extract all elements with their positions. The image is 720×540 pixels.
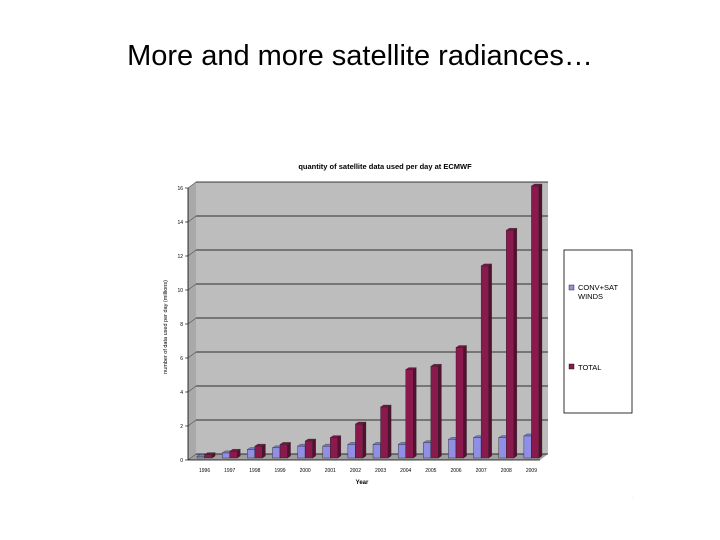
x-tick-label: 2000 [300, 468, 311, 474]
bar-front [297, 445, 306, 459]
y-tick-label: 0 [180, 458, 183, 464]
y-tick-label: 16 [177, 186, 183, 192]
y-gridline-depth [187, 419, 197, 427]
bar-front [380, 406, 389, 459]
slide-title: More and more satellite radiances… [127, 40, 593, 72]
bar-front [247, 449, 256, 459]
bar-front [455, 347, 464, 459]
y-tick-label: 14 [177, 220, 183, 226]
x-tick-label: 2002 [350, 468, 361, 474]
bar-front [196, 456, 205, 459]
x-tick-label: 2005 [425, 468, 436, 474]
bar-front [397, 444, 406, 459]
bar-front [423, 442, 432, 459]
legend-swatch-total [568, 363, 575, 370]
y-tick-label: 2 [180, 424, 183, 430]
x-tick-label: 2003 [375, 468, 386, 474]
bar-front [531, 185, 540, 459]
legend-swatch-conv [568, 284, 575, 291]
bar-side [237, 448, 241, 459]
bar-front [506, 229, 515, 459]
x-tick-label: 2009 [526, 468, 537, 474]
legend-box [563, 249, 633, 414]
y-tick-label: 4 [180, 390, 183, 396]
bar-front [405, 369, 414, 459]
bar-side [337, 435, 341, 459]
bar-side [287, 442, 291, 459]
x-tick-label: 1996 [199, 468, 210, 474]
x-axis-label: Year [356, 480, 369, 486]
chart-legend: CONV+SAT WINDS TOTAL [563, 249, 633, 414]
x-tick-label: 2007 [476, 468, 487, 474]
y-gridline-depth [187, 351, 197, 359]
x-tick-label: 1997 [224, 468, 235, 474]
y-tick-label: 12 [177, 254, 183, 260]
bar-front [279, 444, 288, 459]
x-tick-label: 1998 [249, 468, 260, 474]
chart-background [188, 182, 548, 460]
chart-axes: 0 2 4 6 8 10 12 14 16 1996 1997 1998 1999 2000 2001 200… [177, 186, 540, 474]
x-tick-label: 2006 [450, 468, 461, 474]
page-number-mark: . [632, 494, 634, 500]
x-tick-label: 2001 [325, 468, 336, 474]
x-tick-label: 1999 [274, 468, 285, 474]
bar-side [413, 367, 417, 459]
bar-front [430, 366, 439, 459]
bar-front [372, 444, 381, 459]
y-tick-label: 8 [180, 322, 183, 328]
bar-front [254, 445, 263, 459]
bar-front [330, 437, 339, 459]
bar-front [347, 444, 356, 459]
bar-front [523, 435, 532, 459]
bar-side [262, 443, 266, 459]
x-tick-label: 2004 [400, 468, 411, 474]
y-tick-label: 10 [177, 288, 183, 294]
y-tick-label: 6 [180, 356, 183, 362]
bar-front [304, 440, 313, 459]
bar-side [362, 421, 367, 459]
y-gridline-depth [187, 215, 197, 223]
bar-side [312, 438, 316, 459]
legend-label-total: TOTAL [578, 363, 601, 372]
y-gridline-depth [187, 317, 197, 325]
y-axis-label: number of data used per day (millions) [163, 280, 169, 374]
bar-front [448, 439, 457, 459]
legend-label-conv: CONV+SAT WINDS [578, 283, 618, 301]
chart-bars [196, 183, 543, 459]
y-gridline-depth [187, 181, 197, 189]
bar-front [355, 423, 364, 459]
bar-front [322, 445, 331, 459]
bar-front [221, 452, 230, 459]
bar-side [211, 452, 216, 459]
bar-front [204, 454, 213, 459]
chart-floor [188, 454, 548, 460]
bar-side [438, 363, 442, 459]
bar-front [473, 437, 482, 459]
y-gridline-depth [187, 385, 197, 393]
bar-side [463, 345, 467, 459]
bar-side [513, 227, 517, 459]
x-tick-label: 2008 [501, 468, 512, 474]
bar-side [488, 263, 492, 459]
bar-front [480, 265, 489, 459]
bar-side [538, 183, 543, 459]
y-gridline-depth [187, 249, 197, 257]
bar-front [272, 447, 281, 459]
bar-front [229, 451, 238, 459]
bar-front [498, 437, 507, 459]
y-gridline-depth [187, 283, 197, 291]
chart-title: quantity of satellite data used per day … [298, 162, 472, 171]
y-gridline-depth [187, 453, 197, 461]
bar-side [387, 404, 392, 459]
